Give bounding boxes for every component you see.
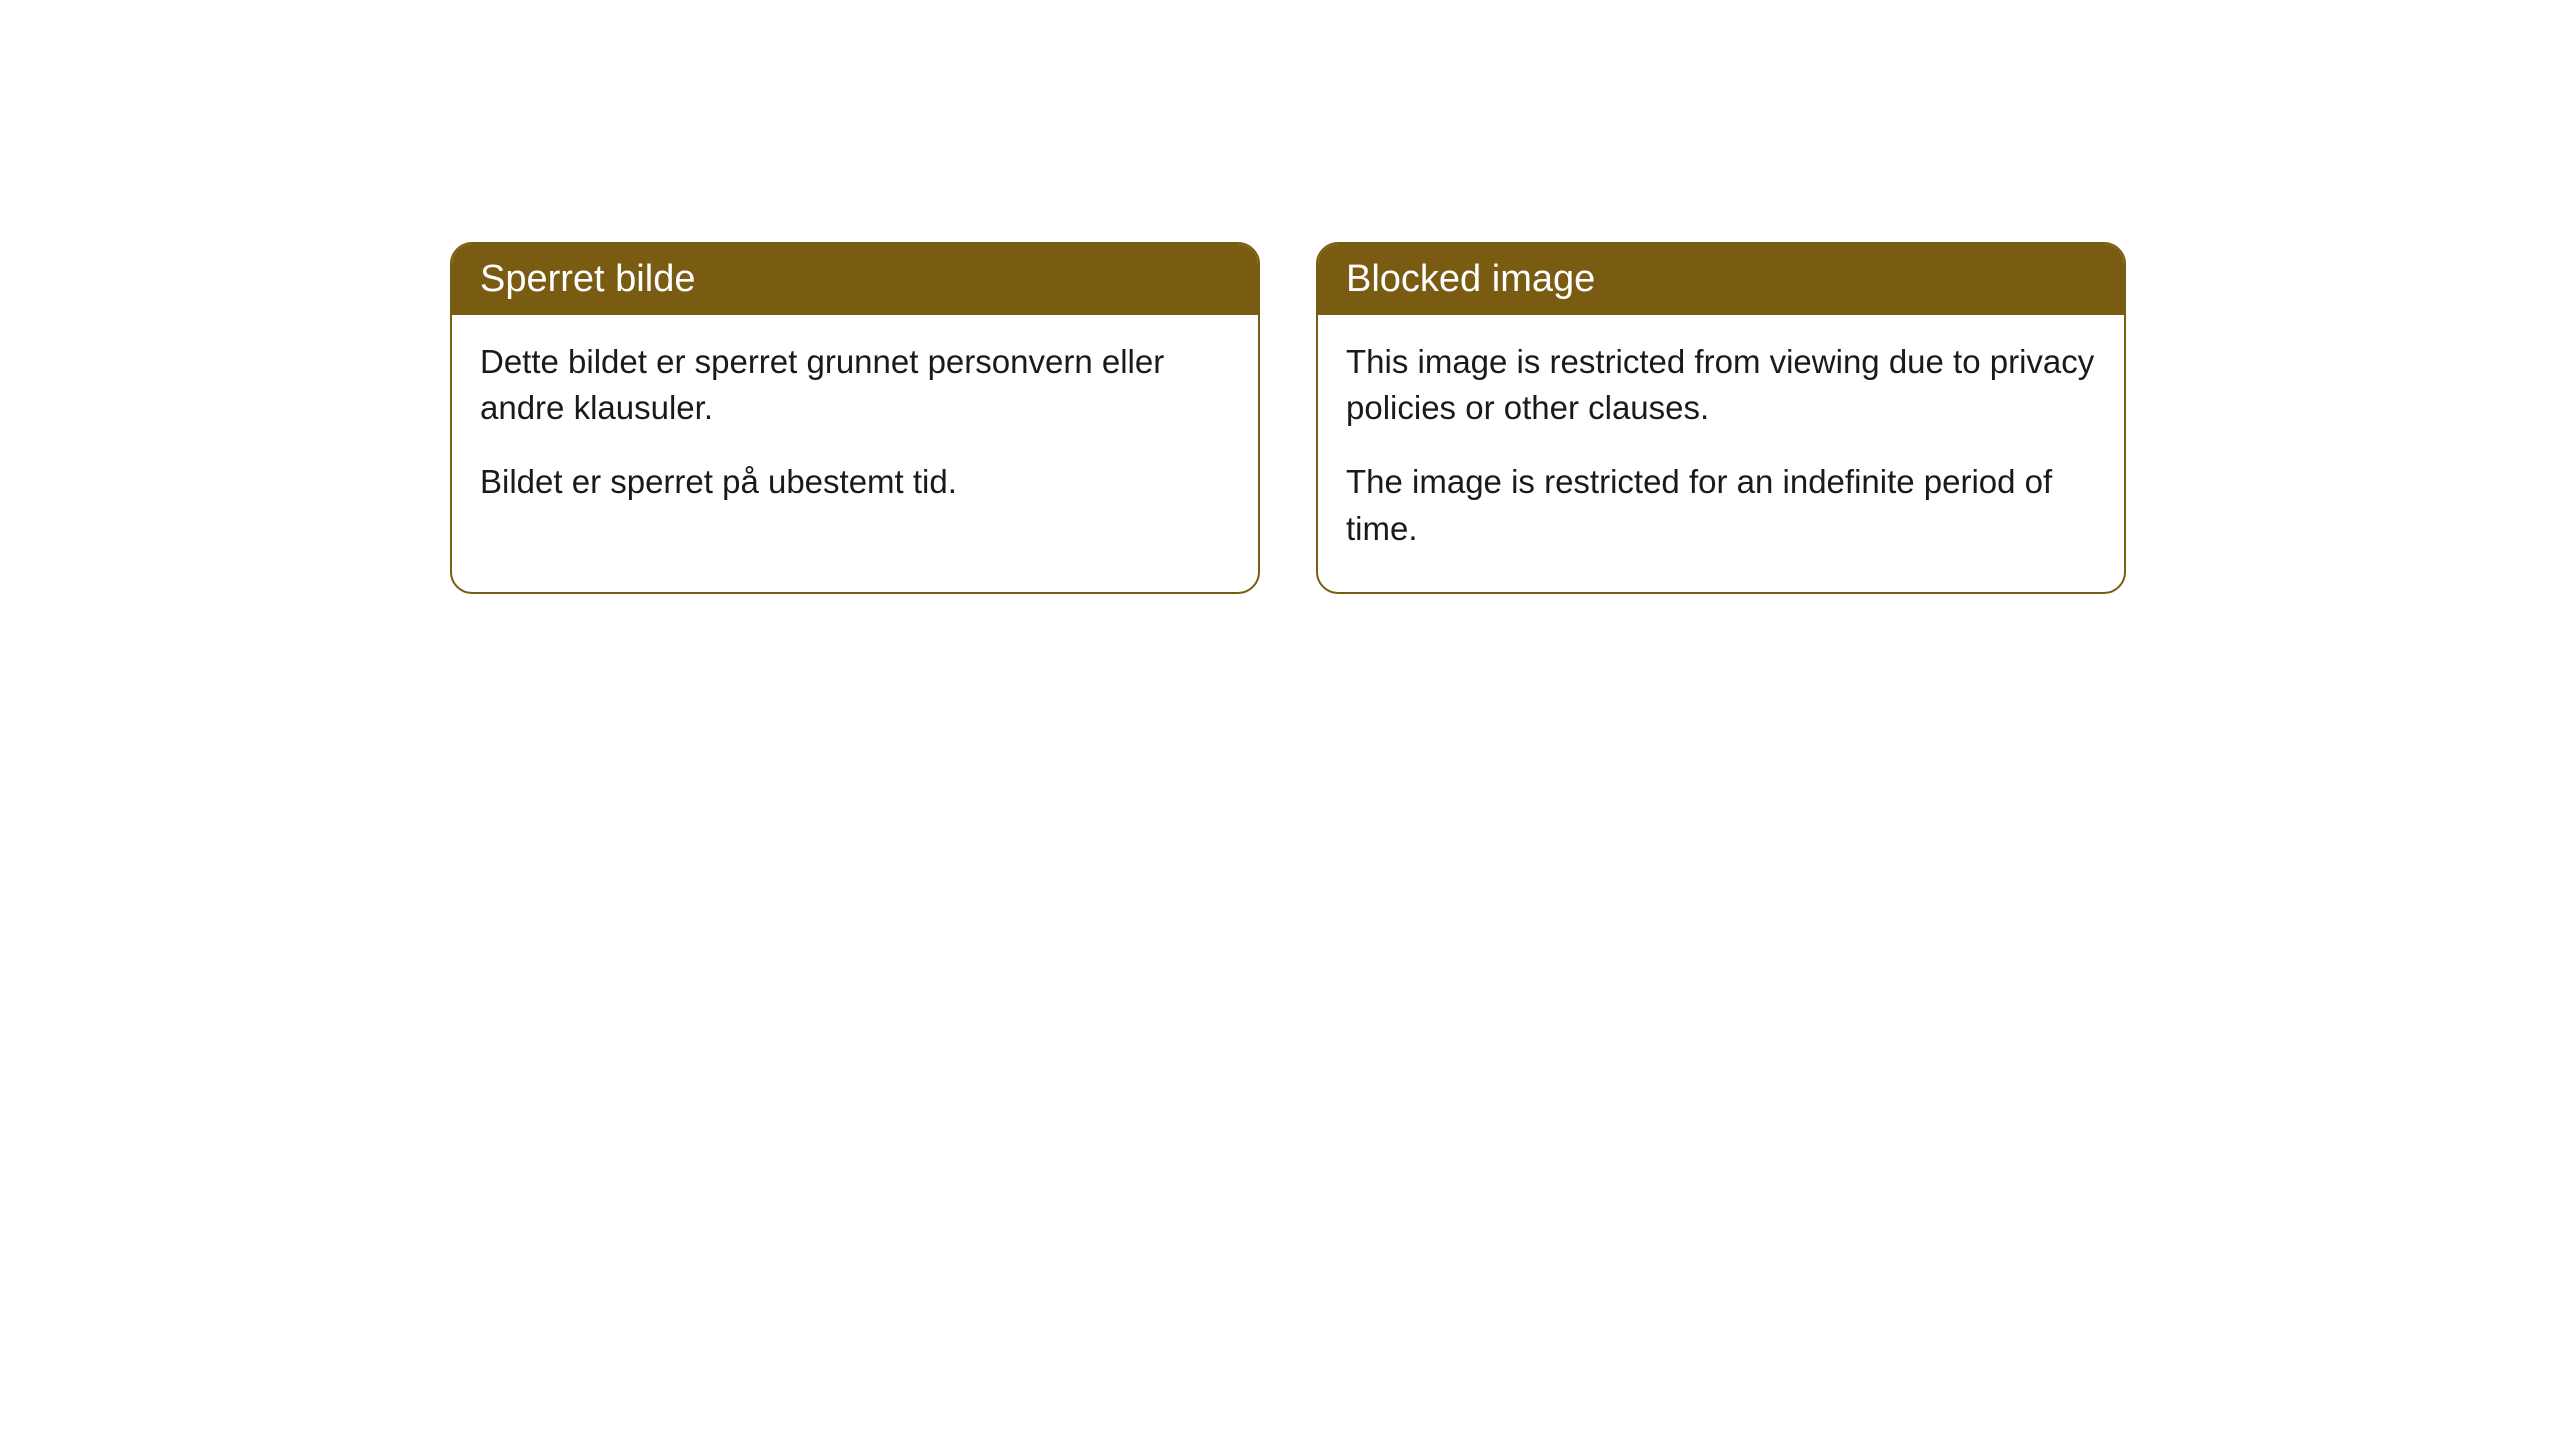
- card-body-english: This image is restricted from viewing du…: [1318, 315, 2124, 592]
- card-header-english: Blocked image: [1318, 244, 2124, 315]
- card-paragraph-2-norwegian: Bildet er sperret på ubestemt tid.: [480, 459, 1230, 505]
- blocked-image-card-english: Blocked image This image is restricted f…: [1316, 242, 2126, 594]
- blocked-image-card-norwegian: Sperret bilde Dette bildet er sperret gr…: [450, 242, 1260, 594]
- card-paragraph-1-norwegian: Dette bildet er sperret grunnet personve…: [480, 339, 1230, 431]
- card-header-norwegian: Sperret bilde: [452, 244, 1258, 315]
- card-paragraph-2-english: The image is restricted for an indefinit…: [1346, 459, 2096, 551]
- notice-cards-container: Sperret bilde Dette bildet er sperret gr…: [0, 0, 2560, 594]
- card-paragraph-1-english: This image is restricted from viewing du…: [1346, 339, 2096, 431]
- card-body-norwegian: Dette bildet er sperret grunnet personve…: [452, 315, 1258, 546]
- card-title-norwegian: Sperret bilde: [480, 258, 695, 300]
- card-title-english: Blocked image: [1346, 258, 1595, 300]
